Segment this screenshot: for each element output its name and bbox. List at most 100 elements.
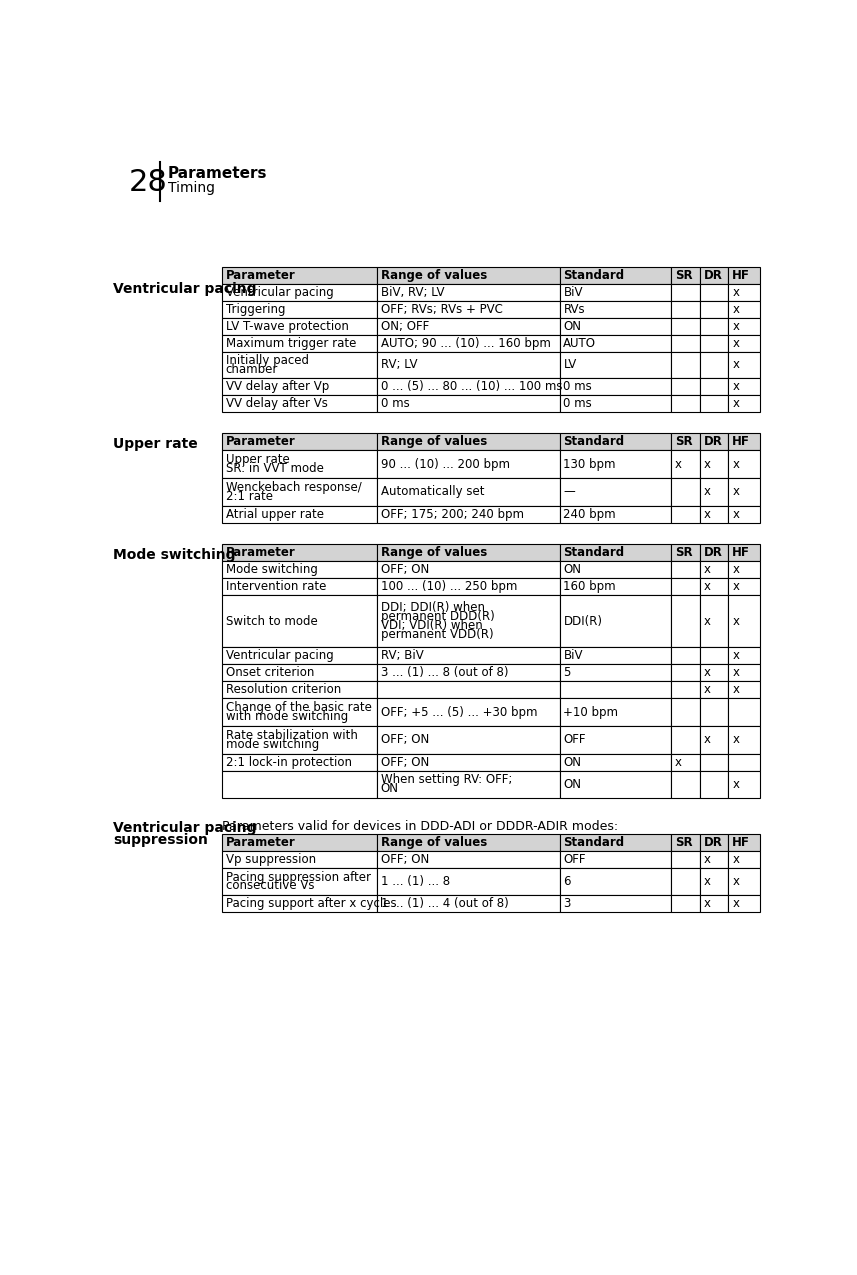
Bar: [699, 850, 728, 867]
Text: BiV, RV; LV: BiV, RV; LV: [381, 286, 444, 298]
Bar: [377, 895, 560, 912]
Bar: [728, 561, 759, 578]
Bar: [671, 699, 699, 725]
Text: x: x: [732, 302, 740, 316]
Bar: [671, 478, 699, 506]
Bar: [377, 561, 560, 578]
Text: DDI; DDI(R) when: DDI; DDI(R) when: [381, 602, 484, 615]
Bar: [560, 450, 671, 478]
Text: HF: HF: [732, 435, 750, 449]
Bar: [671, 648, 699, 664]
Bar: [222, 754, 377, 770]
Bar: [560, 648, 671, 664]
Bar: [377, 699, 560, 725]
Text: 90 ... (10) ... 200 bpm: 90 ... (10) ... 200 bpm: [381, 458, 510, 470]
Bar: [222, 648, 377, 664]
Text: ON: ON: [563, 320, 581, 333]
Text: ON: ON: [381, 783, 399, 796]
Text: 3 ... (1) ... 8 (out of 8): 3 ... (1) ... 8 (out of 8): [381, 667, 508, 680]
Text: SR: SR: [674, 546, 692, 560]
Bar: [222, 284, 377, 301]
Text: Parameters: Parameters: [168, 166, 267, 181]
Text: SR: SR: [674, 269, 692, 282]
Text: x: x: [704, 898, 710, 910]
Text: Vp suppression: Vp suppression: [225, 853, 316, 866]
Bar: [377, 434, 560, 450]
Bar: [560, 395, 671, 412]
Text: x: x: [704, 615, 710, 627]
Bar: [222, 478, 377, 506]
Text: x: x: [704, 458, 710, 470]
Text: 1 ... (1) ... 8: 1 ... (1) ... 8: [381, 875, 450, 887]
Text: x: x: [732, 486, 740, 499]
Text: x: x: [704, 683, 710, 696]
Text: suppression: suppression: [113, 833, 208, 847]
Text: Maximum trigger rate: Maximum trigger rate: [225, 337, 356, 349]
Bar: [728, 335, 759, 352]
Text: x: x: [704, 486, 710, 499]
Bar: [222, 395, 377, 412]
Bar: [699, 681, 728, 699]
Bar: [222, 664, 377, 681]
Bar: [222, 377, 377, 395]
Bar: [728, 395, 759, 412]
Text: AUTO: AUTO: [563, 337, 596, 349]
Text: x: x: [732, 667, 740, 680]
Bar: [728, 595, 759, 648]
Text: Parameters valid for devices in DDD-ADI or DDDR-ADIR modes:: Parameters valid for devices in DDD-ADI …: [222, 820, 618, 833]
Text: Ventricular pacing: Ventricular pacing: [113, 282, 257, 296]
Bar: [699, 301, 728, 317]
Text: DR: DR: [704, 435, 722, 449]
Text: x: x: [704, 875, 710, 887]
Bar: [728, 434, 759, 450]
Bar: [699, 544, 728, 561]
Text: x: x: [704, 580, 710, 593]
Bar: [377, 725, 560, 754]
Bar: [377, 544, 560, 561]
Text: DR: DR: [704, 835, 722, 849]
Text: Initially paced: Initially paced: [225, 354, 309, 367]
Bar: [728, 544, 759, 561]
Bar: [671, 578, 699, 595]
Bar: [377, 506, 560, 523]
Bar: [699, 595, 728, 648]
Bar: [728, 377, 759, 395]
Bar: [222, 352, 377, 377]
Text: VV delay after Vp: VV delay after Vp: [225, 380, 329, 393]
Text: 160 bpm: 160 bpm: [563, 580, 616, 593]
Bar: [728, 317, 759, 335]
Text: Triggering: Triggering: [225, 302, 285, 316]
Text: ON: ON: [563, 756, 581, 769]
Bar: [699, 395, 728, 412]
Text: permanent DDD(R): permanent DDD(R): [381, 611, 494, 623]
Bar: [671, 725, 699, 754]
Bar: [560, 699, 671, 725]
Text: Automatically set: Automatically set: [381, 486, 484, 499]
Bar: [728, 681, 759, 699]
Bar: [728, 506, 759, 523]
Text: Pacing support after x cycles: Pacing support after x cycles: [225, 898, 396, 910]
Bar: [377, 352, 560, 377]
Text: RV; BiV: RV; BiV: [381, 649, 423, 662]
Text: 5: 5: [563, 667, 571, 680]
Bar: [377, 450, 560, 478]
Text: Ventricular pacing: Ventricular pacing: [113, 821, 257, 835]
Text: x: x: [732, 286, 740, 298]
Text: x: x: [732, 898, 740, 910]
Bar: [699, 699, 728, 725]
Bar: [699, 335, 728, 352]
Text: x: x: [732, 733, 740, 746]
Text: x: x: [674, 756, 682, 769]
Text: DR: DR: [704, 546, 722, 560]
Text: Mode switching: Mode switching: [225, 564, 318, 576]
Text: Rate stabilization with: Rate stabilization with: [225, 729, 357, 742]
Bar: [699, 834, 728, 850]
Text: Resolution criterion: Resolution criterion: [225, 683, 341, 696]
Text: x: x: [704, 853, 710, 866]
Bar: [671, 595, 699, 648]
Text: +10 bpm: +10 bpm: [563, 705, 619, 719]
Text: 0 ms: 0 ms: [381, 397, 410, 409]
Text: DR: DR: [704, 269, 722, 282]
Text: 240 bpm: 240 bpm: [563, 507, 616, 520]
Text: ON: ON: [563, 778, 581, 790]
